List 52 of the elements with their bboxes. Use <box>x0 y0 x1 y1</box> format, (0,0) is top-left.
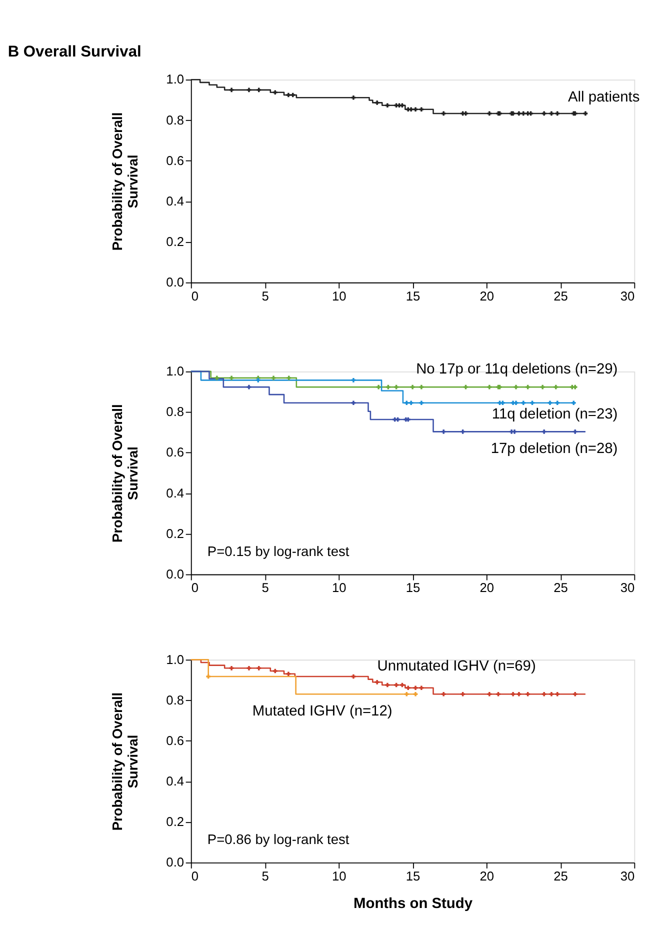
y-tick-label: 0.6 <box>166 152 184 168</box>
x-tick-label: 0 <box>191 288 199 304</box>
y-axis-title: Probability of Overall Survival <box>110 692 141 831</box>
x-tick-label: 15 <box>406 868 420 884</box>
y-axis-title: Probability of Overall Survival <box>110 112 141 251</box>
x-tick-label: 15 <box>406 580 420 596</box>
x-tick-label: 30 <box>620 868 635 884</box>
y-tick-label: 0.2 <box>166 814 184 830</box>
x-tick-label: 0 <box>191 580 199 596</box>
x-tick-label: 25 <box>554 868 568 884</box>
y-tick-label: 0.0 <box>166 854 184 870</box>
x-tick-label: 10 <box>332 868 346 884</box>
annotation: P=0.86 by log-rank test <box>207 832 350 848</box>
annotation: P=0.15 by log-rank test <box>207 544 350 559</box>
x-tick-label: 20 <box>480 868 494 884</box>
x-tick-label: 10 <box>332 288 346 304</box>
x-tick-label: 5 <box>262 288 269 304</box>
series-label: Mutated IGHV (n=12) <box>252 704 392 720</box>
y-tick-label: 0.8 <box>166 692 184 708</box>
y-tick-label: 0.0 <box>166 566 184 582</box>
x-tick-label: 25 <box>554 288 568 304</box>
series-label: 11q deletion (n=23) <box>492 406 618 422</box>
series-label: All patients <box>568 90 640 106</box>
x-tick-label: 5 <box>262 580 269 596</box>
y-tick-label: 0.4 <box>166 193 184 208</box>
y-tick-label: 0.6 <box>166 444 184 460</box>
y-tick-label: 0.2 <box>166 234 184 249</box>
y-tick-label: 0.8 <box>166 404 184 420</box>
y-tick-label: 0.8 <box>166 112 184 128</box>
series-label: Unmutated IGHV (n=69) <box>377 658 536 675</box>
x-tick-label: 20 <box>480 288 494 304</box>
y-tick-label: 1.0 <box>166 72 184 87</box>
series-label: No 17p or 11q deletions (n=29) <box>416 361 618 378</box>
y-tick-label: 1.0 <box>166 364 184 379</box>
series-label: 17p deletion (n=28) <box>490 441 618 458</box>
y-tick-label: 0.6 <box>166 732 184 748</box>
y-tick-label: 1.0 <box>166 652 184 667</box>
x-tick-label: 25 <box>554 580 568 596</box>
y-tick-label: 0.4 <box>166 485 184 500</box>
x-tick-label: 30 <box>620 288 635 304</box>
x-tick-label: 15 <box>406 288 420 304</box>
x-axis-title: Months on Study <box>354 896 474 912</box>
y-tick-label: 0.2 <box>166 526 184 541</box>
y-axis-title: Probability of Overall Survival <box>110 404 141 542</box>
x-tick-label: 5 <box>262 868 269 884</box>
y-tick-label: 0.0 <box>166 274 184 290</box>
chart-title: B Overall Survival <box>8 44 142 61</box>
y-tick-label: 0.4 <box>166 773 184 788</box>
x-tick-label: 30 <box>620 580 635 596</box>
x-tick-label: 0 <box>191 868 199 884</box>
x-tick-label: 20 <box>480 580 494 596</box>
x-tick-label: 10 <box>332 580 346 596</box>
